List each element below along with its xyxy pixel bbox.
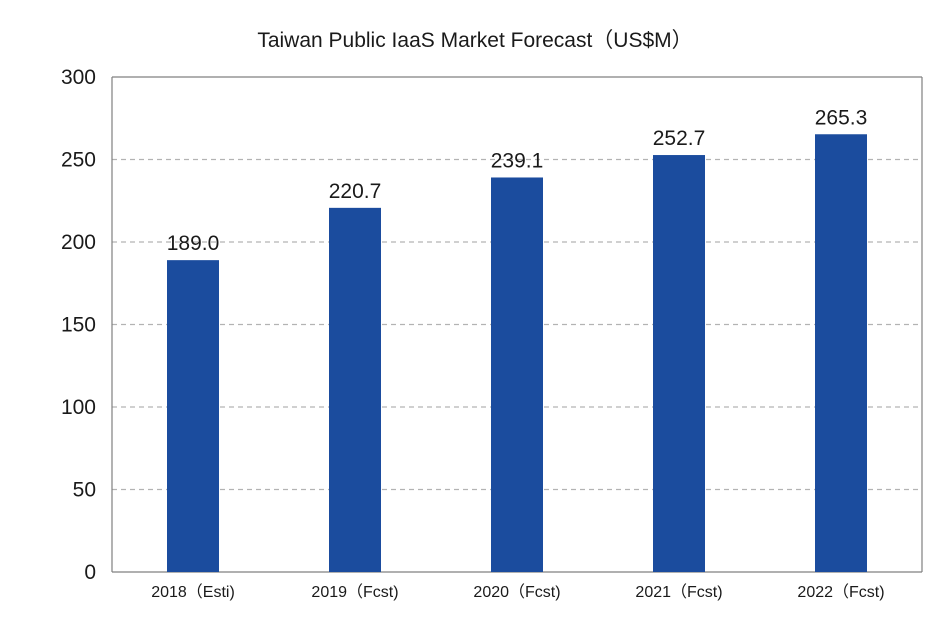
bar (491, 177, 543, 573)
data-labels: 189.0 220.7 239.1 252.7 265.3 (167, 106, 868, 255)
x-tick-label: 2019（Fcst) (311, 583, 398, 601)
bar (653, 155, 705, 573)
y-tick-label: 100 (61, 396, 96, 419)
data-label: 239.1 (491, 149, 544, 172)
y-tick-label: 0 (84, 561, 96, 584)
data-label: 265.3 (815, 106, 868, 129)
data-label: 252.7 (653, 127, 706, 150)
chart-title: Taiwan Public IaaS Market Forecast（US$M） (257, 29, 693, 52)
x-tick-label: 2018（Esti) (151, 583, 235, 601)
x-tick-labels: 2018（Esti) 2019（Fcst) 2020（Fcst) 2021（Fcst)… (151, 583, 884, 601)
x-tick-label: 2021（Fcst) (635, 583, 722, 601)
y-tick-label: 150 (61, 314, 96, 337)
x-tick-label: 2022（Fcst) (797, 583, 884, 601)
y-tick-label: 50 (73, 479, 96, 502)
data-label: 220.7 (329, 180, 382, 203)
bars (167, 134, 867, 573)
bar (329, 207, 381, 572)
y-tick-label: 200 (61, 231, 96, 254)
data-label: 189.0 (167, 232, 220, 255)
bar (167, 260, 219, 572)
y-tick-labels: 0 50 100 150 200 250 300 (61, 66, 96, 584)
y-tick-label: 250 (61, 149, 96, 172)
y-tick-label: 300 (61, 66, 96, 89)
bar (815, 134, 867, 572)
x-tick-label: 2020（Fcst) (473, 583, 560, 601)
